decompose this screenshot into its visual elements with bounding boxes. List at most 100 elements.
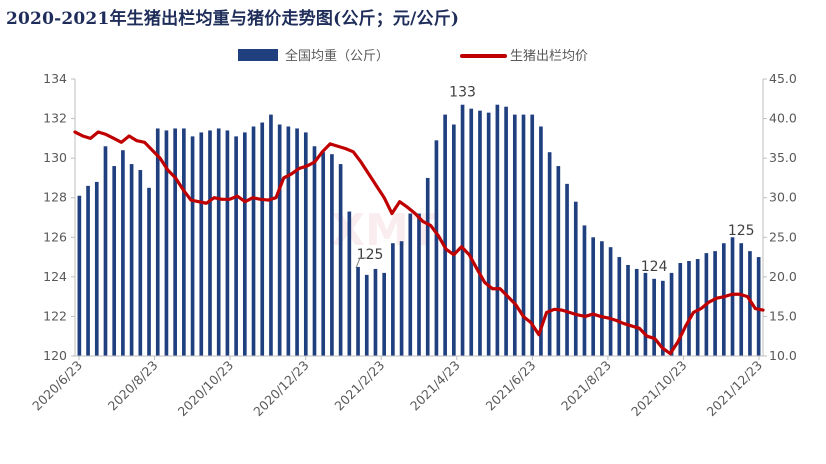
weight-bar [251,126,256,357]
weight-bar [678,263,683,356]
price-line [73,130,765,356]
weight-bar [391,243,395,356]
y-right-tick-label: 35.0 [769,150,797,165]
y-right-tick-label: 25.0 [769,229,797,244]
weight-bar [617,257,622,356]
weight-bar [347,211,352,356]
weight-bar [600,241,604,356]
weight-bar [338,164,343,356]
y-left-tick-label: 132 [43,111,67,126]
weight-bar [582,225,587,356]
weight-bar [661,280,665,356]
weight-bar [147,187,151,356]
weight-bar [565,183,569,356]
weight-bar [730,237,735,356]
weight-bar [521,114,526,356]
weight-bar [539,126,543,357]
weight-bar [121,150,125,356]
weight-bar [626,264,630,356]
weight-bar [173,128,177,356]
weight-bar [478,110,482,356]
weight-bar [286,126,291,357]
y-right-tick-label: 10.0 [769,348,797,363]
weight-bar [721,243,726,356]
y-left-tick-label: 126 [43,229,67,244]
weight-bar [208,130,212,356]
weight-bar [573,201,578,356]
weight-bar [199,132,204,356]
data-label-annotation: 125 [357,247,384,263]
data-label-annotation: 125 [728,223,755,239]
weight-bar [312,146,317,356]
weight-bar [547,152,552,356]
weight-bar [103,146,108,356]
x-tick-label: 2021/8/23 [558,358,614,414]
x-tick-label: 2020/6/23 [29,358,85,414]
chart-title: 2020-2021年生猪出栏均重与猪价走势图(公斤；元/公斤) [6,9,460,29]
weight-bar [190,136,195,356]
weight-bar [530,114,535,356]
watermark-text: XMT [331,205,439,256]
weight-bar [669,272,674,356]
weight-bar [739,243,744,356]
y-right-tick-label: 30.0 [769,190,797,205]
weight-bar [512,114,517,356]
weight-bar [77,195,82,356]
weight-bar [86,185,90,356]
weight-bar [495,104,500,356]
weight-bar [687,261,691,356]
weight-bar [504,106,508,356]
weight-bar [486,112,491,356]
weight-bar [216,128,221,356]
y-left-tick-label: 134 [43,71,67,86]
weight-bar [94,181,99,356]
x-tick-label: 2021/4/23 [407,358,463,414]
weight-bar [652,278,656,356]
weight-bar [634,268,639,356]
weight-bar [303,132,308,356]
x-tick-label: 2020/10/23 [175,358,237,420]
weight-bar [269,114,273,356]
weight-bar [321,152,326,356]
weight-bar [556,166,561,356]
weight-bar [373,268,378,356]
x-tick-label: 2021/6/23 [483,358,539,414]
weight-bar [417,213,421,356]
weight-bar [225,130,230,356]
weight-bar [295,128,299,356]
weight-bar [277,124,282,356]
y-right-tick-label: 40.0 [769,111,797,126]
weight-bar [364,274,369,356]
weight-bar [443,114,447,356]
weight-bar [182,128,186,356]
weight-bar [591,237,596,356]
weight-bar [408,213,413,356]
weight-bar [452,124,456,356]
weight-bar [155,128,160,356]
y-left-tick-label: 130 [43,150,67,165]
weight-bar [643,272,648,356]
weight-bar [260,122,265,356]
annotation-leader [355,257,366,269]
weight-bar [138,170,143,356]
x-tick-label: 2021/2/23 [331,358,387,414]
legend-label-price: 生猪出栏均价 [510,49,588,64]
y-left-tick-label: 128 [43,190,67,205]
weight-bar [608,247,613,356]
data-label-annotation: 124 [641,259,668,275]
weight-bar [234,136,238,356]
y-right-tick-label: 45.0 [769,71,797,86]
legend-swatch-weight [238,49,278,61]
data-label-annotation: 133 [449,85,476,101]
weight-bar [460,104,465,356]
weight-bar [399,241,404,356]
weight-bar [164,130,169,356]
weight-bar [356,266,360,356]
weight-bar [382,272,386,356]
legend-label-weight: 全国均重（公斤） [285,48,389,64]
y-left-tick-label: 120 [43,348,67,363]
weight-bar [756,257,761,356]
weight-bar [695,259,700,356]
x-tick-label: 2020/12/23 [250,358,312,420]
